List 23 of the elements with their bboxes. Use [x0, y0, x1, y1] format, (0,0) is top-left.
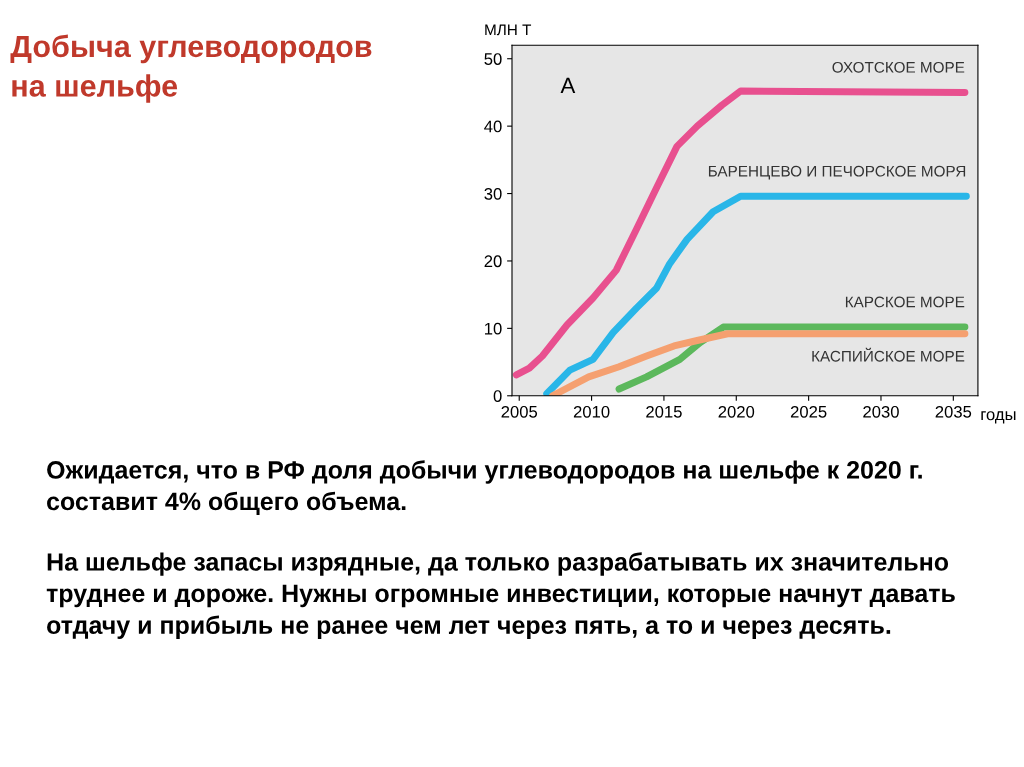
series-label: КАСПИЙСКОЕ МОРЕ	[812, 347, 965, 362]
series-label: БАРЕНЦЕВО И ПЕЧОРСКОЕ МОРЯ	[708, 165, 966, 180]
y-tick-label: 0	[493, 390, 502, 402]
x-tick-label: 2015	[646, 405, 682, 418]
x-tick-label: 2030	[863, 405, 899, 418]
x-tick-label: 2025	[790, 405, 827, 418]
x-axis-title: годы	[981, 411, 1016, 424]
annotation: А	[560, 77, 576, 94]
x-tick-label: 2005	[501, 405, 538, 418]
y-axis-title: МЛН Т	[485, 24, 532, 36]
text: Добыча углеводородов на шельфе	[10, 34, 372, 103]
y-tick-label: 40	[484, 120, 502, 133]
text: Ожидается, что в РФ доля добычи углеводородов на шельфе к 2020 г. составит 4% общего объема.	[47, 460, 922, 515]
x-tick-label: 2020	[718, 405, 755, 418]
y-tick-label: 50	[484, 53, 502, 65]
y-tick-label: 30	[484, 187, 502, 200]
y-tick-label: 10	[485, 322, 502, 335]
text: На шельфе запасы изрядные, да только разрабатывать их значительно труднее и дороже. Нужны огромные инвестиции, которые начнут давать отдачу и прибыль не ранее чем лет через пять, а то и через десять.	[46, 552, 955, 639]
series-label: ОХОТСКОЕ МОРЕ	[832, 61, 965, 73]
series-label: КАРСКОЕ МОРЕ	[845, 296, 965, 308]
x-tick-label: 2010	[573, 405, 610, 418]
y-tick-label: 20	[484, 255, 502, 268]
x-tick-label: 2035	[935, 405, 972, 418]
